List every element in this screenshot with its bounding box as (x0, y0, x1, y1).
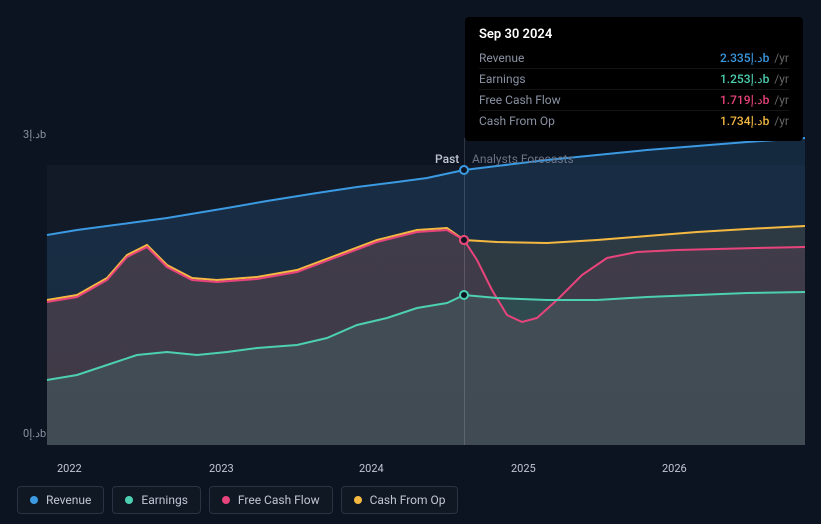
tooltip-unit: /yr (771, 93, 789, 107)
legend-label: Cash From Op (370, 493, 446, 507)
tooltip-unit: /yr (771, 114, 789, 128)
x-axis-label: 2023 (209, 462, 234, 475)
tooltip-value-wrap: 1.253د.إb /yr (720, 72, 789, 86)
legend-item-revenue[interactable]: Revenue (17, 486, 104, 514)
earnings-marker (459, 290, 469, 300)
tooltip-label: Earnings (479, 72, 526, 86)
x-axis-label: 2024 (359, 462, 384, 475)
tooltip-value-wrap: 1.734د.إb /yr (720, 114, 789, 128)
tooltip-value-wrap: 2.335د.إb /yr (720, 51, 789, 65)
tooltip-label: Free Cash Flow (479, 93, 561, 107)
chart-svg (17, 130, 805, 445)
tooltip-row: Free Cash Flow 1.719د.إb /yr (479, 89, 789, 110)
x-axis-label: 2026 (662, 462, 687, 475)
tooltip-value: 1.734د.إb (720, 114, 769, 128)
legend-item-cash-from-op[interactable]: Cash From Op (341, 486, 459, 514)
legend-label: Free Cash Flow (238, 493, 320, 507)
tooltip-value: 1.253د.إb (720, 72, 769, 86)
legend-dot (30, 496, 38, 504)
legend-dot (125, 496, 133, 504)
tooltip-row: Earnings 1.253د.إb /yr (479, 68, 789, 89)
legend-item-free-cash-flow[interactable]: Free Cash Flow (209, 486, 333, 514)
tooltip-value: 2.335د.إb (720, 51, 769, 65)
financials-chart: 3د.إb 0د.إb Past Analysts Forecasts 2022… (17, 130, 805, 445)
tooltip-value-wrap: 1.719د.إb /yr (720, 93, 789, 107)
tooltip-row: Revenue 2.335د.إb /yr (479, 48, 789, 68)
tooltip-label: Cash From Op (479, 114, 555, 128)
tooltip-date: Sep 30 2024 (479, 27, 789, 42)
tooltip: Sep 30 2024 Revenue 2.335د.إb /yrEarning… (465, 17, 803, 141)
tooltip-value: 1.719د.إb (720, 93, 769, 107)
forecast-label: Analysts Forecasts (472, 152, 574, 166)
legend: Revenue Earnings Free Cash Flow Cash From O… (17, 486, 458, 514)
past-label: Past (435, 152, 459, 166)
tooltip-unit: /yr (771, 72, 789, 86)
free-cash-flow-marker (459, 235, 469, 245)
revenue-marker (459, 165, 469, 175)
x-axis-label: 2025 (511, 462, 536, 475)
legend-label: Revenue (46, 493, 91, 507)
tooltip-label: Revenue (479, 51, 524, 65)
tooltip-row: Cash From Op 1.734د.إb /yr (479, 110, 789, 131)
x-axis-label: 2022 (57, 462, 82, 475)
tooltip-unit: /yr (771, 51, 789, 65)
legend-dot (222, 496, 230, 504)
legend-dot (354, 496, 362, 504)
legend-label: Earnings (141, 493, 188, 507)
legend-item-earnings[interactable]: Earnings (112, 486, 201, 514)
